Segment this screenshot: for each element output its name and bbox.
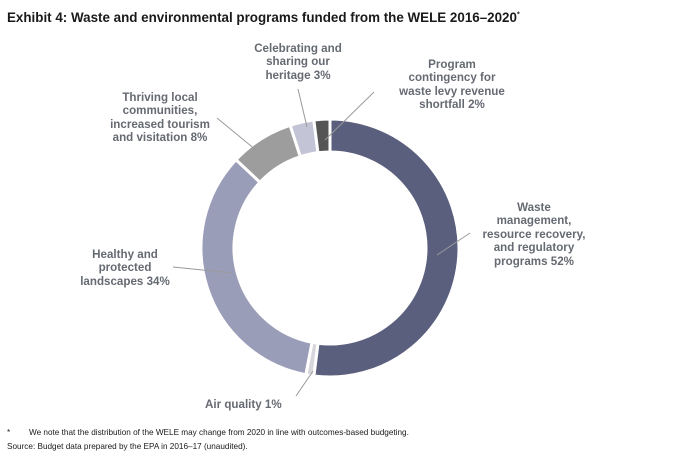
chart-title: Exhibit 4: Waste and environmental progr…	[7, 10, 520, 25]
title-footnote-mark: *	[516, 11, 520, 19]
slice-healthy-and	[199, 157, 314, 377]
leader-line-contingency	[324, 91, 375, 141]
slice-waste-management	[312, 117, 461, 379]
source-note: Source: Budget data prepared by the EPA …	[7, 442, 248, 451]
label-waste: Waste management, resource recovery, and…	[482, 201, 586, 268]
label-healthy: Healthy and protected landscapes 34%	[80, 248, 170, 288]
leader-line-heritage	[297, 88, 308, 128]
label-heritage: Celebrating and sharing our heritage 3%	[254, 42, 342, 82]
chart-title-text: Exhibit 4: Waste and environmental progr…	[7, 10, 517, 25]
leader-line-waste	[436, 232, 471, 256]
footnote-text: We note that the distribution of the WEL…	[29, 428, 409, 437]
label-contingency: Program contingency for waste levy reven…	[399, 58, 505, 112]
donut-slices	[199, 117, 461, 379]
leader-line-air	[295, 370, 314, 397]
footnote-mark: *	[7, 428, 11, 437]
footnote: * We note that the distribution of the WE…	[7, 428, 409, 437]
label-thriving: Thriving local communities, increased to…	[110, 91, 210, 145]
leader-line-thriving	[216, 117, 263, 156]
slice-program-contingency	[312, 117, 332, 155]
leader-line-healthy	[172, 266, 233, 274]
label-air-quality: Air quality 1%	[205, 398, 282, 411]
leader-lines	[172, 88, 471, 397]
